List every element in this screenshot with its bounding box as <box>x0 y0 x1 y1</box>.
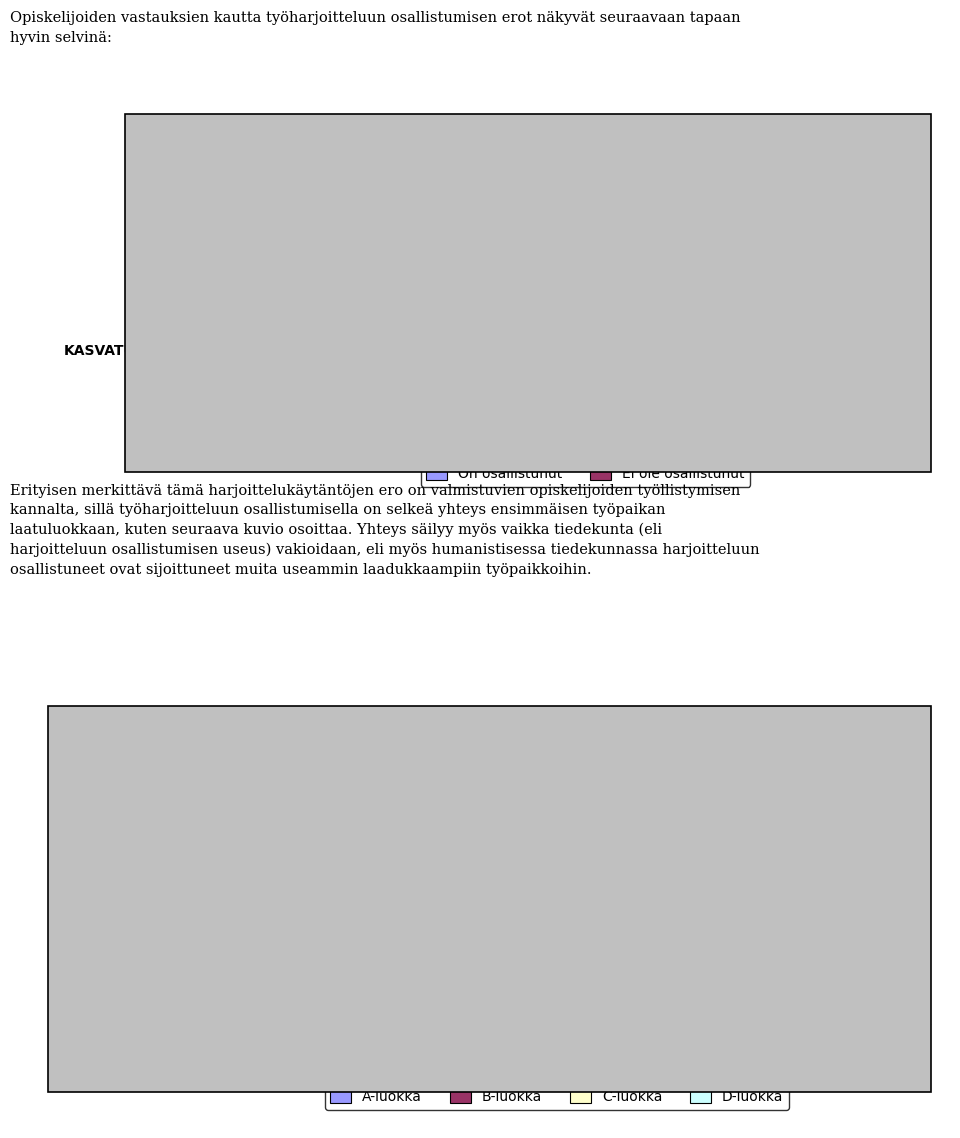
Bar <box>592 930 642 998</box>
Title: TYÖHARJOITTELUUN OSALLISTUMISEN YHTEYS
TYÖPAIKAN LAATULUOKKAAN: TYÖHARJOITTELUUN OSALLISTUMISEN YHTEYS T… <box>322 748 792 790</box>
Bar <box>876 806 912 874</box>
Bar <box>841 930 912 998</box>
Text: Opiskelijoiden vastauksien kautta työharjoitteluun osallistumisen erot näkyvät s: Opiskelijoiden vastauksien kautta työhar… <box>10 11 740 44</box>
Bar <box>455 191 912 259</box>
Bar <box>202 930 592 998</box>
Title: OSALLISTUMINEN TYÖHARJOITTELUUN?: OSALLISTUMINEN TYÖHARJOITTELUUN? <box>387 154 784 175</box>
Bar <box>720 806 876 874</box>
Bar <box>781 315 912 384</box>
Bar <box>202 806 684 874</box>
Legend: On osallistunut, Ei ole osallistunut: On osallistunut, Ei ole osallistunut <box>420 462 751 487</box>
Bar <box>259 191 455 259</box>
Bar <box>642 930 841 998</box>
Bar <box>684 806 720 874</box>
Bar <box>259 315 781 384</box>
Legend: A-luokka, B-luokka, C-luokka, D-luokka: A-luokka, B-luokka, C-luokka, D-luokka <box>324 1085 789 1110</box>
Text: Erityisen merkittävä tämä harjoittelukäytäntöjen ero on valmistuvien opiskelijoi: Erityisen merkittävä tämä harjoittelukäy… <box>10 484 759 577</box>
